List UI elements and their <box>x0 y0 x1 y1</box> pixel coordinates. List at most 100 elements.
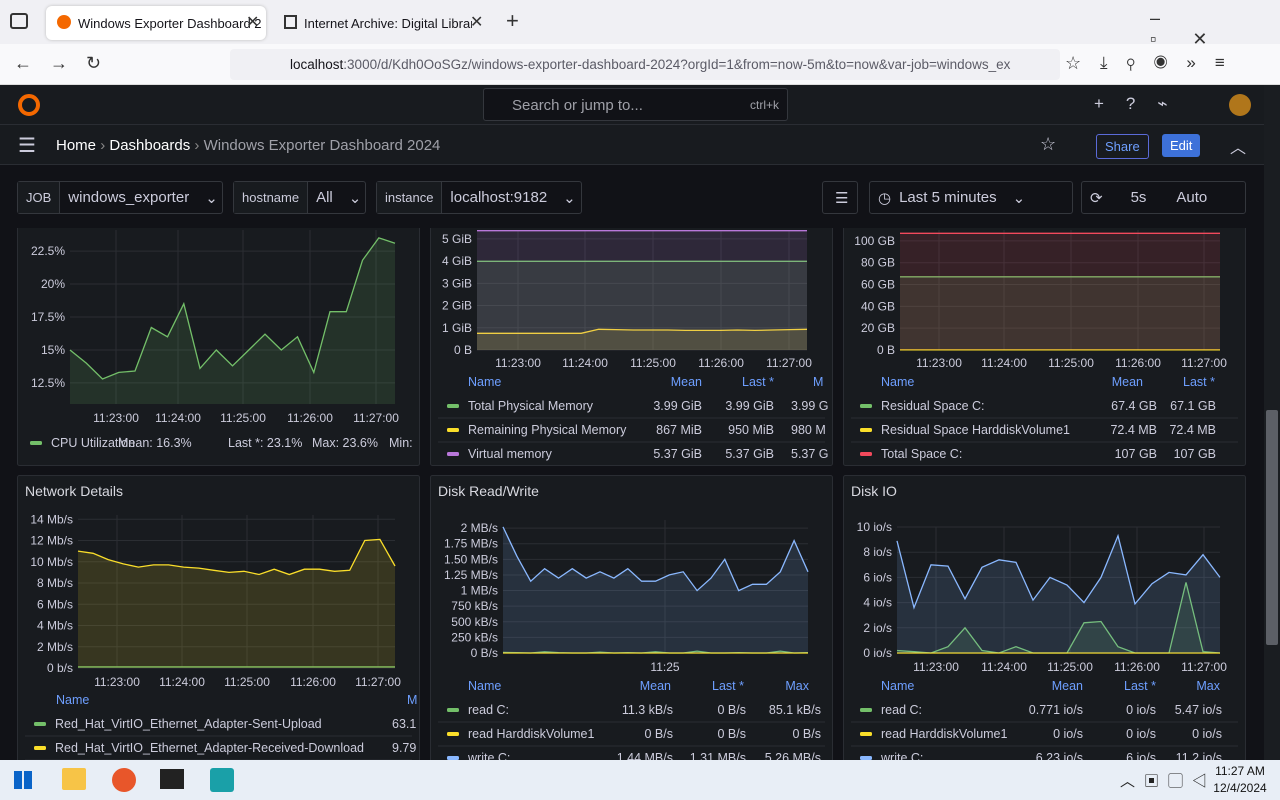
legend-value: 0 B/s <box>645 727 674 741</box>
url-path: :3000/d/Kdh0OoSGz/windows-exporter-dashb… <box>343 57 1011 72</box>
share-button[interactable]: Share <box>1096 134 1149 159</box>
collapse[interactable]: ︿ <box>1230 140 1247 157</box>
legend-value: 107 GB <box>1174 447 1216 461</box>
legend-swatch <box>447 428 459 432</box>
legend-swatch <box>30 441 42 445</box>
panel-title: Network Details <box>25 483 123 499</box>
time: 11:27 AM <box>1215 764 1265 778</box>
variable-label: JOB <box>18 182 61 213</box>
legend-name: Red_Hat_VirtIO_Ethernet_Adapter-Received… <box>55 741 364 755</box>
panel-title: Disk Read/Write <box>438 483 539 499</box>
list-view[interactable]: ☰ <box>822 181 858 214</box>
legend-value: 5.47 io/s <box>1175 703 1222 717</box>
clock: 11:27 AM 12/4/2024 <box>1212 764 1268 795</box>
y-tick-label: 0 B <box>877 343 895 357</box>
area-fill <box>78 539 395 668</box>
legend-value: 72.4 MB <box>1110 423 1157 437</box>
crumb[interactable]: Home <box>56 137 97 154</box>
tray[interactable]: ︿▣▢◁ <box>1120 773 1217 790</box>
legend-name: Total Space C: <box>881 447 962 461</box>
legend-name: Residual Space HarddiskVolume1 <box>881 423 1070 437</box>
y-tick-label: 17.5% <box>31 310 65 324</box>
legend-header: Name <box>56 693 89 707</box>
scroll-thumb[interactable] <box>1266 410 1278 645</box>
url-field[interactable]: localhost:3000/d/Kdh0OoSGz/windows-expor… <box>230 49 1060 80</box>
legend-value: 0 B/s <box>718 727 747 741</box>
legend-name: Residual Space C: <box>881 399 985 413</box>
area-fill <box>897 535 1220 653</box>
tab[interactable]: Internet Archive: Digital Library <box>272 6 472 40</box>
legend-value: 6.23 io/s <box>1036 751 1083 760</box>
x-tick-label: 11:27:00 <box>355 675 401 689</box>
variable[interactable]: hostname All ⌄ <box>233 181 366 214</box>
variable[interactable]: instance localhost:9182 ⌄ <box>376 181 582 214</box>
search[interactable]: Search or jump to... ctrl+k <box>483 88 788 121</box>
variable[interactable]: JOB windows_exporter ⌄ <box>17 181 223 214</box>
legend-header: Max <box>785 679 809 693</box>
y-tick-label: 2 MB/s <box>461 521 498 535</box>
topbar-icons[interactable]: +?⌁ <box>1094 94 1190 113</box>
tab-icon <box>57 15 71 29</box>
area-fill <box>477 261 807 350</box>
legend-value: 6 io/s <box>1126 751 1156 760</box>
y-tick-label: 10 Mb/s <box>30 555 73 569</box>
scrollbar[interactable] <box>1264 85 1280 760</box>
legend-swatch <box>447 708 459 712</box>
app[interactable] <box>210 768 234 792</box>
toolbar-icons[interactable]: ⤓⚲◉»≡ <box>1100 53 1244 72</box>
x-tick-label: 11:27:00 <box>1181 660 1227 674</box>
legend-swatch <box>34 746 46 750</box>
refresh-interval: 5s <box>1130 189 1147 206</box>
y-tick-label: 750 kB/s <box>451 599 498 613</box>
y-tick-label: 0 B/s <box>471 646 498 660</box>
bookmark[interactable]: ☆ <box>1065 53 1082 73</box>
tab-icon <box>284 15 297 29</box>
x-tick-label: 11:26:00 <box>290 675 336 689</box>
y-tick-label: 6 io/s <box>863 570 892 584</box>
x-tick-label: 11:25:00 <box>220 411 266 425</box>
refresh-picker[interactable]: ⟳ 5s Auto <box>1081 181 1246 214</box>
breadcrumbs: Home › Dashboards › Windows Exporter Das… <box>56 137 441 154</box>
legend-header: Name <box>881 679 914 693</box>
x-tick-label: 11:26:00 <box>1114 660 1160 674</box>
y-tick-label: 4 Mb/s <box>37 619 73 633</box>
terminal[interactable] <box>160 769 184 789</box>
nav-buttons[interactable]: ←→↻ <box>14 53 120 73</box>
y-tick-label: 2 Mb/s <box>37 640 73 654</box>
new-tab[interactable]: + <box>506 8 519 33</box>
date: 12/4/2024 <box>1213 781 1267 795</box>
variable-value: localhost:9182 <box>450 189 548 206</box>
legend-name: Red_Hat_VirtIO_Ethernet_Adapter-Sent-Upl… <box>55 717 322 731</box>
crumb[interactable]: Dashboards <box>109 137 191 154</box>
close-tab[interactable]: ✕ <box>470 14 484 31</box>
close-tab[interactable]: ✕ <box>246 14 260 31</box>
avatar[interactable] <box>1229 94 1251 116</box>
star[interactable]: ☆ <box>1040 134 1057 154</box>
explorer[interactable] <box>62 768 86 790</box>
legend-header: M <box>813 375 823 389</box>
panel: Network Details 0 b/s 2 Mb/s 4 Mb/s 6 Mb/s 8 … <box>17 475 420 760</box>
edit-button[interactable]: Edit <box>1162 134 1201 157</box>
legend-header: Mean <box>1052 679 1083 693</box>
legend-name: read HarddiskVolume1 <box>468 727 595 741</box>
area-fill <box>503 526 808 653</box>
crumb: Windows Exporter Dashboard 2024 <box>203 137 441 154</box>
legend-value: Max: 23.6% <box>312 436 378 450</box>
panel: 12.5% 15% 17.5% 20% 22.5% 11:23:00 11:24:00 11:… <box>17 228 420 466</box>
y-tick-label: 4 GiB <box>442 254 472 268</box>
legend-value: 11.2 io/s <box>1176 751 1222 760</box>
legend-value: 3.99 G <box>791 399 829 413</box>
time-picker[interactable]: ◷ Last 5 minutes ⌄ <box>869 181 1073 214</box>
legend-value: 3.99 GiB <box>653 399 702 413</box>
grafana-logo[interactable] <box>18 94 40 116</box>
x-tick-label: 11:23:00 <box>94 675 140 689</box>
firefox[interactable] <box>112 768 136 792</box>
search-placeholder: Search or jump to... <box>512 97 643 114</box>
y-tick-label: 12.5% <box>31 376 65 390</box>
panel: Disk IO 0 io/s 2 io/s 4 io/s 6 io/s 8 io/s 10 … <box>843 475 1246 760</box>
start-button[interactable] <box>14 771 32 789</box>
legend-value: 5.37 GiB <box>653 447 702 461</box>
menu[interactable]: ☰ <box>18 135 36 157</box>
tab[interactable]: Windows Exporter Dashboard 2 <box>46 6 266 40</box>
tab-list-icon[interactable] <box>10 13 28 29</box>
